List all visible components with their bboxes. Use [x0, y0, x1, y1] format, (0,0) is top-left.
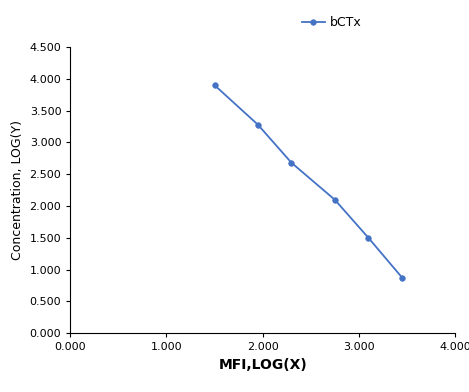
X-axis label: MFI,LOG(X): MFI,LOG(X): [218, 358, 307, 372]
bCTx: [288, 160, 294, 165]
bCTx: [255, 122, 261, 127]
bCTx: [399, 275, 405, 280]
Line: bCTx: bCTx: [212, 82, 405, 280]
bCTx: [366, 236, 371, 240]
Y-axis label: Concentration, LOG(Y): Concentration, LOG(Y): [11, 120, 24, 260]
bCTx: [332, 197, 338, 202]
bCTx: [212, 83, 218, 87]
Legend: bCTx: bCTx: [302, 16, 362, 29]
